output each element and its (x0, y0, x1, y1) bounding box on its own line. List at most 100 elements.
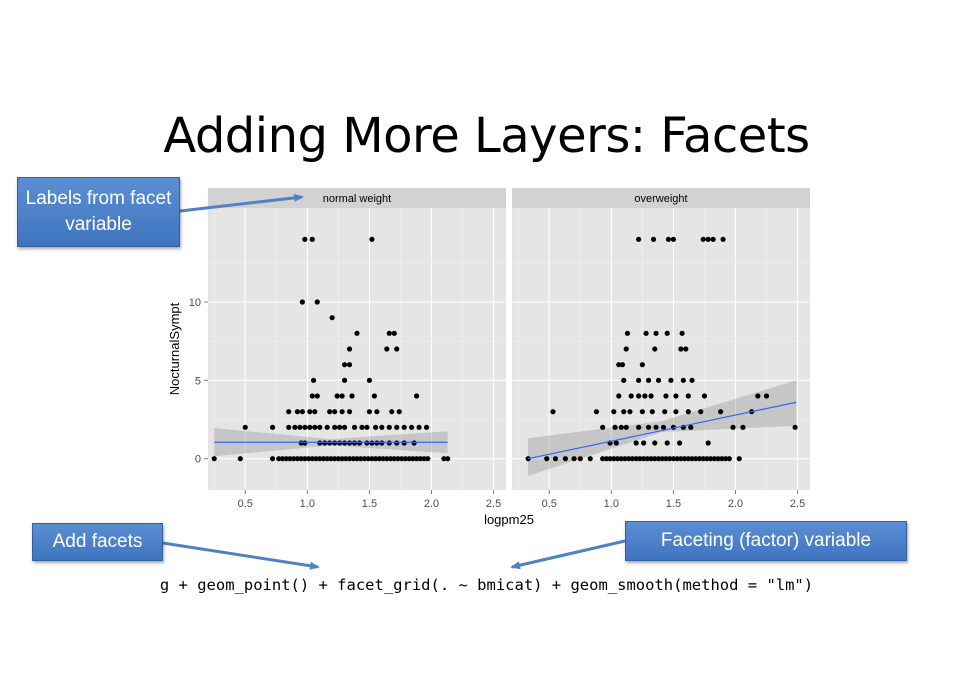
data-point (279, 456, 286, 462)
data-point (673, 393, 679, 399)
data-point (740, 424, 746, 430)
data-point (705, 236, 711, 242)
data-point (411, 440, 417, 446)
data-point (349, 393, 355, 399)
data-point (332, 440, 338, 446)
data-point (607, 456, 613, 462)
data-point (332, 424, 338, 430)
data-point (626, 456, 632, 462)
data-point (307, 409, 313, 415)
data-point (562, 456, 568, 462)
data-point (641, 440, 647, 446)
data-point (309, 456, 315, 462)
data-point (364, 440, 370, 446)
data-point (649, 409, 655, 415)
data-point (441, 456, 447, 462)
x-tick-label: 1.0 (300, 498, 315, 510)
data-point (302, 440, 308, 446)
data-point (685, 409, 691, 415)
data-point (294, 456, 300, 462)
data-point (414, 456, 420, 462)
data-point (633, 456, 639, 462)
data-point (680, 377, 686, 383)
data-point (645, 424, 652, 430)
x-tick-label: 1.5 (362, 498, 377, 510)
data-point (544, 456, 550, 462)
data-point (391, 456, 397, 462)
data-point (688, 424, 694, 430)
data-point (302, 424, 308, 430)
data-point (613, 440, 619, 446)
data-point (312, 409, 318, 415)
data-point (386, 330, 392, 336)
data-point (664, 330, 670, 336)
data-point (332, 456, 338, 462)
data-point (704, 456, 710, 462)
data-point (389, 409, 395, 415)
data-point (627, 409, 633, 415)
data-point (603, 456, 609, 462)
data-point (341, 377, 348, 383)
data-point (341, 424, 348, 430)
y-tick-label: 10 (189, 297, 201, 309)
code-snippet: g + geom_point() + facet_grid(. ~ bmicat… (159, 576, 814, 594)
data-point (324, 424, 330, 430)
data-point (299, 409, 305, 415)
data-point (269, 456, 276, 462)
callout-add-facets: Add facets (32, 523, 163, 561)
data-point (616, 362, 622, 368)
data-point (401, 440, 407, 446)
data-point (287, 456, 293, 462)
data-point (696, 456, 703, 462)
x-tick-label: 2.5 (790, 498, 805, 510)
data-point (371, 393, 377, 399)
data-point (641, 456, 647, 462)
data-point (394, 424, 400, 430)
data-point (577, 456, 583, 462)
data-point (693, 456, 699, 462)
data-point (237, 456, 243, 462)
data-point (623, 424, 629, 430)
data-point (663, 393, 669, 399)
data-point (374, 440, 380, 446)
data-point (653, 424, 659, 430)
data-point (384, 346, 390, 352)
data-point (343, 456, 349, 462)
data-point (655, 456, 662, 462)
data-point (394, 346, 400, 352)
data-point (618, 424, 624, 430)
data-point (406, 456, 412, 462)
data-point (718, 409, 724, 415)
data-point (639, 409, 645, 415)
data-point (629, 456, 636, 462)
data-point (550, 409, 556, 415)
data-point (644, 456, 650, 462)
data-point (611, 409, 617, 415)
data-point (302, 236, 308, 242)
data-point (294, 409, 300, 415)
data-point (297, 424, 303, 430)
data-point (600, 424, 606, 430)
data-point (291, 456, 297, 462)
data-point (636, 236, 642, 242)
data-point (317, 440, 323, 446)
data-point (652, 440, 658, 446)
data-point (593, 409, 600, 415)
data-point (662, 409, 668, 415)
data-point (619, 362, 626, 368)
data-point (636, 393, 642, 399)
data-point (701, 393, 708, 399)
data-point (679, 330, 685, 336)
data-point (399, 456, 405, 462)
data-point (414, 393, 420, 399)
data-point (668, 377, 674, 383)
data-point (337, 424, 343, 430)
data-point (317, 424, 323, 430)
data-point (677, 440, 683, 446)
data-point (425, 456, 431, 462)
data-point (667, 456, 673, 462)
data-point (736, 456, 742, 462)
data-point (643, 330, 649, 336)
data-point (346, 362, 353, 368)
callout-faceting-variable: Faceting (factor) variable (625, 521, 907, 561)
